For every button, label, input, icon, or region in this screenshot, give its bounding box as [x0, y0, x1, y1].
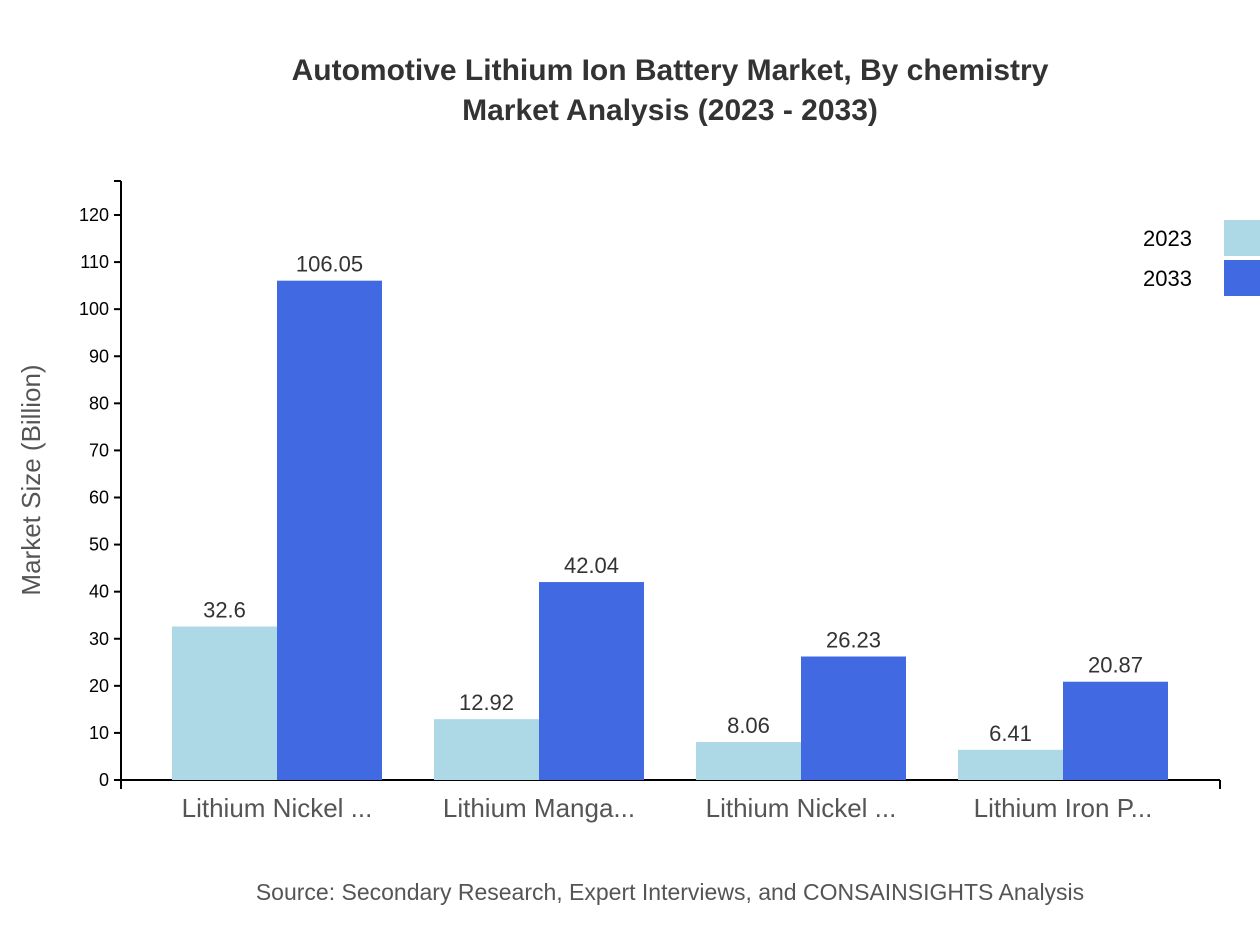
bar-2023: [696, 742, 801, 780]
legend-label: 2033: [1143, 266, 1192, 291]
bar-2033: [801, 656, 906, 780]
bar-2033: [277, 280, 382, 780]
data-label: 6.41: [989, 721, 1032, 746]
x-tick-label: Lithium Nickel ...: [182, 793, 373, 823]
legend-swatch: [1224, 220, 1260, 256]
y-axis-label: Market Size (Billion): [16, 364, 46, 595]
y-tick-label: 0: [99, 770, 109, 790]
data-label: 20.87: [1088, 653, 1143, 678]
y-tick-label: 60: [89, 488, 109, 508]
y-tick-label: 50: [89, 535, 109, 555]
y-tick-label: 80: [89, 393, 109, 413]
bar-2023: [434, 719, 539, 780]
y-tick-label: 100: [79, 299, 109, 319]
legend-label: 2023: [1143, 226, 1192, 251]
y-tick-label: 110: [80, 252, 109, 272]
x-tick-label: Lithium Iron P...: [974, 793, 1153, 823]
y-tick-label: 90: [89, 346, 109, 366]
y-tick-label: 10: [89, 723, 109, 743]
bar-2033: [539, 582, 644, 780]
y-tick-label: 40: [89, 582, 109, 602]
data-label: 42.04: [564, 553, 619, 578]
legend: 2023 2033: [1143, 220, 1260, 296]
y-tick-label: 120: [79, 205, 109, 225]
y-tick-label: 70: [89, 440, 109, 460]
bar-2033: [1063, 681, 1168, 780]
legend-swatch: [1224, 260, 1260, 296]
y-tick-label: 20: [89, 676, 109, 696]
x-tick-label: Lithium Manga...: [443, 793, 635, 823]
data-label: 8.06: [727, 713, 770, 738]
y-tick-label: 30: [89, 629, 109, 649]
source-note: Source: Secondary Research, Expert Inter…: [256, 879, 1084, 905]
data-label: 32.6: [203, 598, 246, 623]
chart-title-line-2: Market Analysis (2023 - 2033): [462, 94, 878, 127]
data-label: 106.05: [296, 252, 363, 277]
chart-title-line-1: Automotive Lithium Ion Battery Market, B…: [292, 54, 1049, 87]
data-label: 12.92: [459, 690, 514, 715]
bar-2023: [958, 749, 1063, 780]
bar-2023: [172, 626, 277, 780]
x-tick-label: Lithium Nickel ...: [706, 793, 897, 823]
data-label: 26.23: [826, 628, 881, 653]
